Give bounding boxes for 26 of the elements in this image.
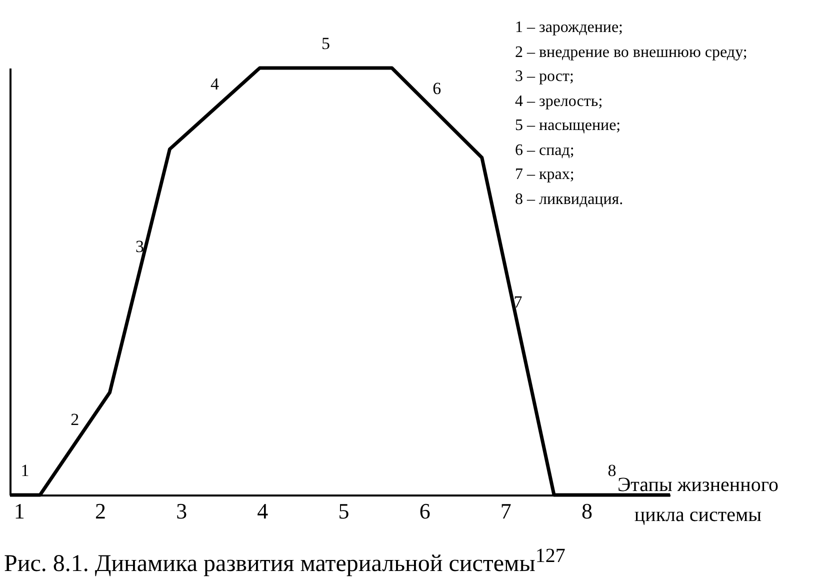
x-tick-label: 4 xyxy=(257,498,268,524)
x-tick-label: 6 xyxy=(419,498,430,524)
annotation: 4 – зрелость; xyxy=(515,92,604,112)
annotation: 3 xyxy=(135,236,144,256)
x-tick-label: 3 xyxy=(176,498,188,524)
annotation: 8 – ликвидация. xyxy=(515,190,624,210)
annotation: 6 – спад; xyxy=(515,140,576,160)
annotation: 1 xyxy=(20,461,30,480)
annotation: 3 – рост; xyxy=(515,67,575,87)
annotation: 6 xyxy=(432,78,442,98)
annotation: 8 xyxy=(608,461,616,480)
text: 5 xyxy=(322,34,330,53)
annotation: 7 – крах; xyxy=(515,165,576,185)
x-tick-label: 7 xyxy=(500,498,512,524)
x-tick-label: 2 xyxy=(95,498,106,524)
x-tick-label: 5 xyxy=(338,498,350,524)
text: 1 – зарождение; xyxy=(515,18,624,38)
annotation: 5 – насыщение; xyxy=(515,116,622,136)
x-axis-title: Этапы жизненного цикла системы xyxy=(617,474,779,526)
annotation: 7 xyxy=(514,292,523,312)
x-tick-label: 8 xyxy=(581,498,592,524)
text: 2 – внедрение во внешнюю среду; xyxy=(515,42,748,62)
annotation: 2 xyxy=(70,410,80,429)
annotation: 4 xyxy=(210,74,220,94)
text: Рис. 8.1. Динамика развития материальной системы$^{127}$ xyxy=(4,545,566,578)
x-tick-label: 1 xyxy=(14,498,25,524)
